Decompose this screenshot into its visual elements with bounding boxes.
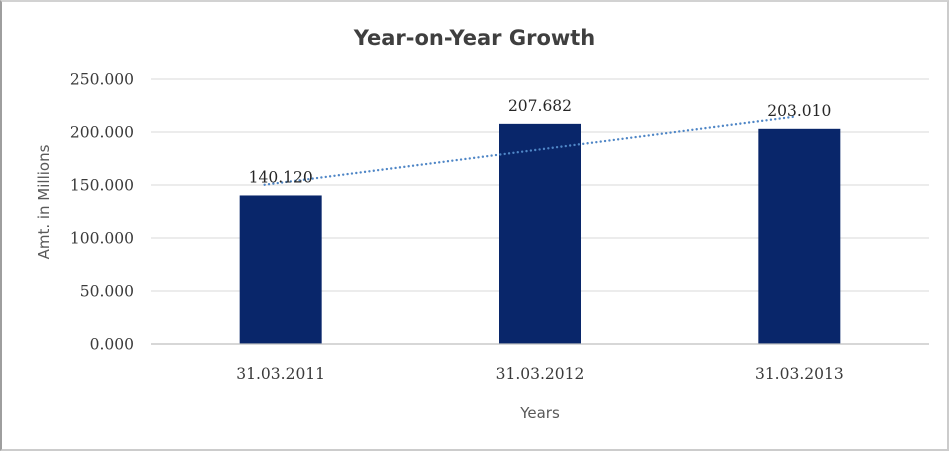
bar-data-label: 203.010 bbox=[767, 102, 831, 120]
bar[interactable] bbox=[239, 195, 322, 344]
y-tick-label: 100.000 bbox=[70, 230, 134, 248]
bar-data-label: 207.682 bbox=[508, 97, 572, 115]
x-tick-label: 31.03.2013 bbox=[755, 365, 844, 383]
trendline[interactable] bbox=[263, 115, 797, 186]
y-tick-label: 50.000 bbox=[80, 283, 134, 301]
y-tick-label: 0.000 bbox=[90, 336, 134, 354]
bar[interactable] bbox=[758, 128, 841, 344]
y-tick-label: 150.000 bbox=[70, 177, 134, 195]
y-tick-label: 250.000 bbox=[70, 71, 134, 89]
bar-data-label: 140.120 bbox=[249, 168, 313, 186]
bar[interactable] bbox=[499, 123, 581, 344]
x-axis-title: Years bbox=[520, 404, 560, 422]
x-tick-label: 31.03.2012 bbox=[496, 365, 585, 383]
y-tick-label: 200.000 bbox=[70, 124, 134, 142]
x-tick-label: 31.03.2011 bbox=[236, 365, 325, 383]
chart-title: Year-on-Year Growth bbox=[353, 26, 596, 50]
